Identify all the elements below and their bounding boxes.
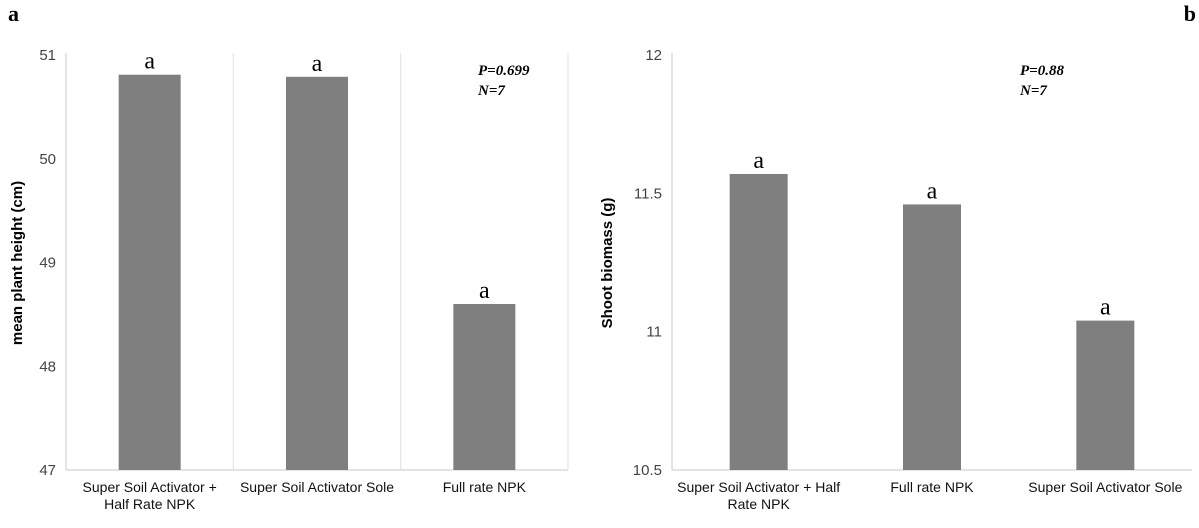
stats-annotation: P=0.88 xyxy=(1020,63,1064,79)
y-tick-label: 49 xyxy=(39,255,56,272)
bar xyxy=(903,204,961,470)
stats-annotation: N=7 xyxy=(477,83,505,99)
significance-letter: a xyxy=(927,178,938,204)
chart-panel-a: a 47 48 49 50 51 mean plant height (cm) a Super … xyxy=(8,1,569,512)
x-category-label: Super Soil Activator Sole xyxy=(1028,479,1182,495)
y-tick-label: 50 xyxy=(39,151,56,168)
stats-annotation: N=7 xyxy=(1019,83,1047,99)
y-tick-label: 11.5 xyxy=(634,185,662,202)
x-category-label: Full rate NPK xyxy=(443,479,527,495)
y-tick-label: 11 xyxy=(646,324,662,341)
significance-letter: a xyxy=(1100,295,1111,321)
x-category-label: Rate NPK xyxy=(728,496,791,512)
significance-letter: a xyxy=(479,278,490,304)
x-category-label: Half Rate NPK xyxy=(104,496,196,512)
y-tick-label: 48 xyxy=(39,358,56,375)
bar xyxy=(453,304,516,470)
significance-letter: a xyxy=(144,49,155,75)
y-tick-label: 51 xyxy=(39,47,56,64)
y-axis-label: mean plant height (cm) xyxy=(9,181,26,345)
panel-label: b xyxy=(1184,1,1196,26)
bar xyxy=(286,76,348,470)
y-tick-label: 47 xyxy=(39,462,56,479)
significance-letter: a xyxy=(312,51,323,77)
y-tick-label: 12 xyxy=(645,47,662,64)
x-category-label: Super Soil Activator + Half xyxy=(677,479,840,495)
bar xyxy=(118,74,181,471)
panel-label: a xyxy=(8,1,19,26)
y-tick-label: 10.5 xyxy=(633,462,662,479)
significance-letter: a xyxy=(753,148,764,174)
chart-panel-b: b 10.5 11 11.5 12 Shoot biomass (g) a Super Soi… xyxy=(599,1,1196,512)
bar xyxy=(1076,320,1135,470)
x-category-label: Super Soil Activator Sole xyxy=(240,479,394,495)
stats-annotation: P=0.699 xyxy=(478,63,530,79)
x-category-label: Super Soil Activator + xyxy=(83,479,217,495)
bar xyxy=(729,173,788,470)
y-axis-label: Shoot biomass (g) xyxy=(599,198,616,329)
x-category-label: Full rate NPK xyxy=(890,479,974,495)
